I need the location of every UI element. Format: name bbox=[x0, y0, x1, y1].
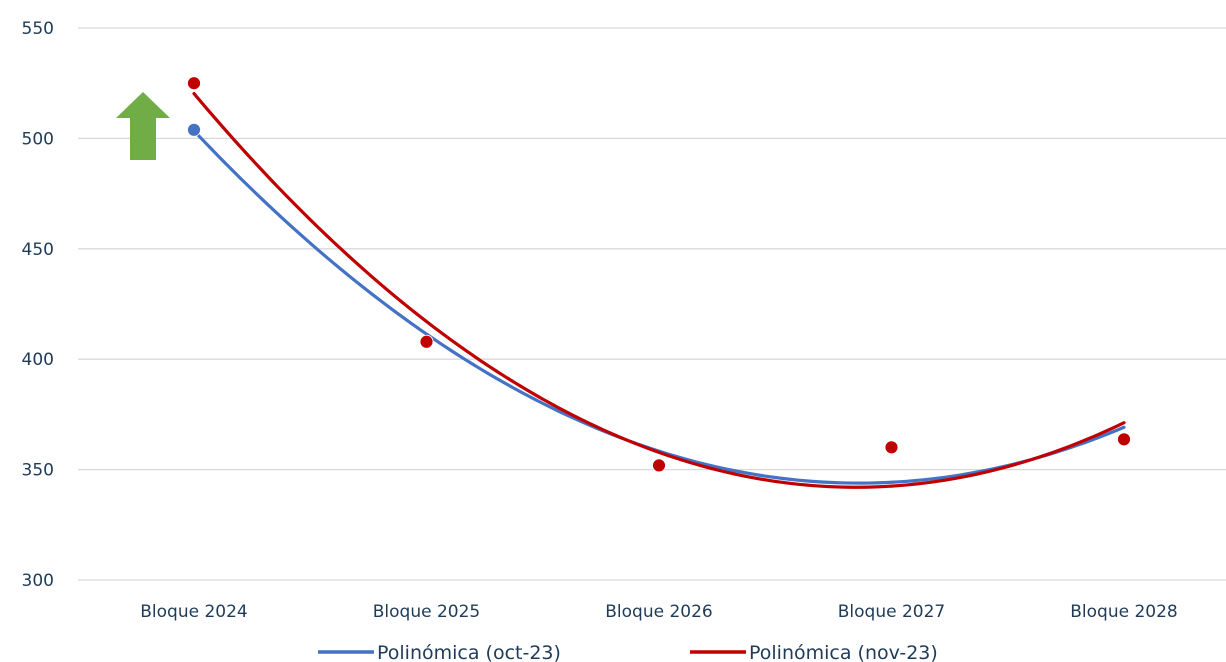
trend-lines bbox=[192, 91, 1126, 489]
y-tick-label: 500 bbox=[22, 129, 54, 149]
y-tick-label: 550 bbox=[22, 19, 54, 39]
data-point-1-1 bbox=[419, 334, 434, 349]
legend: Polinómica (oct-23) Polinómica (nov-23) bbox=[318, 642, 938, 662]
legend-label-oct-23: Polinómica (oct-23) bbox=[377, 642, 561, 662]
legend-label-nov-23: Polinómica (nov-23) bbox=[749, 642, 938, 662]
x-tick-label: Bloque 2026 bbox=[605, 602, 712, 622]
gridlines bbox=[78, 27, 1226, 581]
data-points bbox=[187, 76, 1131, 473]
y-axis-tick-labels: 300 350 400 450 500 550 bbox=[22, 19, 54, 591]
y-tick-label: 400 bbox=[22, 350, 54, 370]
x-axis-tick-labels: Bloque 2024 Bloque 2025 Bloque 2026 Bloque … bbox=[140, 602, 1177, 622]
x-tick-label: Bloque 2028 bbox=[1070, 602, 1177, 622]
up-arrow-icon bbox=[116, 92, 170, 160]
y-tick-label: 450 bbox=[22, 240, 54, 260]
y-tick-label: 300 bbox=[22, 571, 54, 591]
green-up-arrow-icon bbox=[116, 92, 170, 160]
y-tick-label: 350 bbox=[22, 461, 54, 481]
data-point-1-2 bbox=[652, 458, 666, 473]
x-tick-label: Bloque 2025 bbox=[373, 602, 480, 622]
x-tick-label: Bloque 2027 bbox=[838, 602, 945, 622]
data-point-0-0 bbox=[187, 122, 201, 137]
x-tick-label: Bloque 2024 bbox=[140, 602, 247, 622]
trend-line-0 bbox=[192, 129, 1126, 485]
trend-line-1 bbox=[192, 91, 1126, 489]
data-point-1-4 bbox=[1117, 432, 1131, 447]
data-point-1-0 bbox=[187, 76, 201, 91]
data-point-1-3 bbox=[884, 440, 899, 455]
